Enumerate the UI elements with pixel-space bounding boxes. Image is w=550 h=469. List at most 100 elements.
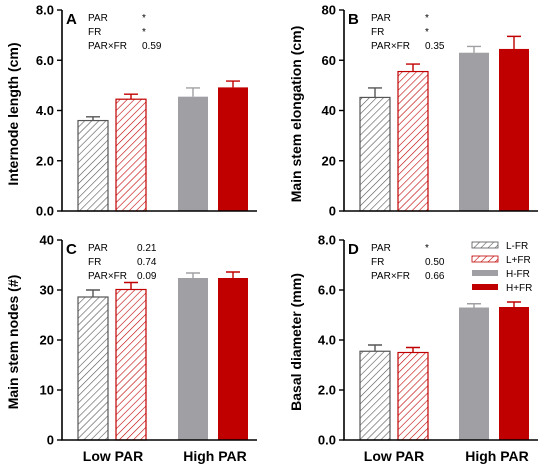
y-axis-label: Main stem elongation (cm) [288,26,304,203]
legend: L-FR L+FR H-FR H+FR [471,241,532,294]
error-bar [124,93,138,100]
stat-value: * [425,13,429,24]
axis-frame [343,240,538,441]
legend-label: H-FR [506,269,530,280]
error-bar [467,45,481,53]
error-bar [467,303,481,308]
error-bar [226,80,240,88]
y-tick-label: 0.0 [318,433,336,448]
stat-value: 0.74 [137,257,157,268]
legend-swatch-l-plus-fr [471,255,499,263]
bar-h-fr [459,307,489,440]
bar-l-fr [77,119,109,212]
stat-label: FR [371,27,384,38]
bar-h-fr [178,278,208,440]
y-axis-label: Internode length (cm) [5,42,21,185]
axis-frame [343,10,538,212]
y-tick-label: 4.0 [318,333,336,348]
error-bar [86,289,100,297]
axis-frame [61,240,257,441]
error-bar [507,301,521,307]
panel-letter: A [66,11,77,28]
stat-label: PAR [371,13,391,24]
stat-label: PAR×FR [88,41,127,52]
stat-label: PAR [88,13,108,24]
error-bar [124,281,138,290]
stat-value: * [142,13,146,24]
error-bar [406,346,420,353]
bar-l-fr [359,350,391,441]
y-tick-label: 60 [322,53,336,68]
bar-l-fr [359,96,391,212]
error-bar [186,87,200,97]
x-category-label: High PAR [183,448,247,464]
y-tick-label: 20 [322,153,336,168]
error-bar [86,116,100,121]
stat-label: FR [88,257,101,268]
stat-value: * [142,27,146,38]
legend-swatch-l-fr [471,241,499,249]
bar-l-plus-fr [115,288,147,441]
y-axis-label: Basal diameter (mm) [288,273,304,411]
bar-h-fr [459,52,489,212]
legend-swatch-h-plus-fr [472,284,498,290]
x-category-label: Low PAR [364,448,424,464]
bar-l-plus-fr [397,70,429,212]
stat-label: FR [371,257,384,268]
error-bar [507,35,521,49]
stat-value: * [425,27,429,38]
y-tick-label: 2.0 [36,153,54,168]
stat-label: PAR×FR [371,271,410,282]
y-tick-label: 40 [40,233,54,248]
panel-b: Main stem elongation (cm) B PAR * FR * PAR×F… [288,3,538,219]
y-tick-label: 0 [329,204,336,219]
panel-letter: D [348,241,359,258]
bar-h-plus-fr [499,307,529,440]
stat-value: 0.50 [425,257,445,268]
y-tick-label: 2.0 [318,383,336,398]
stat-value: 0.59 [142,41,162,52]
error-bar [368,344,382,352]
bar-h-fr [178,96,208,211]
stat-value: * [425,243,429,254]
panel-c: Main stem nodes (#) C PAR 0.21 FR 0.74 PAR×F… [5,233,257,464]
panel-letter: C [66,241,77,258]
bar-l-plus-fr [397,351,429,441]
y-tick-label: 10 [40,383,54,398]
legend-label: L+FR [506,255,531,266]
error-bar [186,272,200,278]
stat-value: 0.21 [137,243,157,254]
panel-a: Internode length (cm) A PAR * FR * PAR×FR 0.5… [5,3,257,219]
y-tick-label: 4.0 [36,103,54,118]
stat-value: 0.66 [425,271,445,282]
panel-letter: B [348,11,359,28]
y-tick-label: 20 [40,333,54,348]
error-bar [226,271,240,278]
bar-h-plus-fr [499,48,529,211]
y-tick-label: 8.0 [318,233,336,248]
stat-label: PAR×FR [88,271,127,282]
bar-h-plus-fr [218,87,248,211]
stat-value: 0.35 [425,41,445,52]
stat-label: FR [88,27,101,38]
error-bar [368,87,382,98]
error-bar [406,63,420,72]
y-tick-label: 30 [40,283,54,298]
legend-label: L-FR [506,241,528,252]
x-category-label: High PAR [465,448,529,464]
y-tick-label: 6.0 [36,53,54,68]
x-category-label: Low PAR [83,448,143,464]
y-axis-label: Main stem nodes (#) [5,275,21,410]
bar-l-plus-fr [115,98,147,212]
bar-l-fr [77,296,109,441]
stat-value: 0.09 [137,271,157,282]
y-tick-label: 8.0 [36,3,54,18]
stat-label: PAR [371,243,391,254]
y-tick-label: 0 [47,433,54,448]
stat-label: PAR×FR [371,41,410,52]
y-tick-label: 0.0 [36,204,54,219]
axis-frame [61,10,257,212]
bar-h-plus-fr [218,278,248,440]
legend-label: H+FR [506,283,532,294]
